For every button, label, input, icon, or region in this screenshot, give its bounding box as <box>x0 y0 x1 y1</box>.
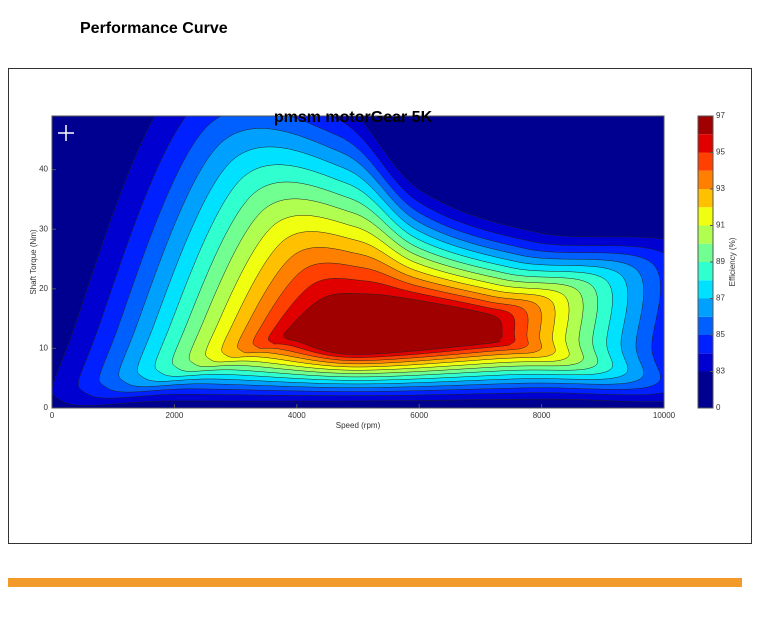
colorbar-band <box>698 335 713 354</box>
colorbar-band <box>698 262 713 281</box>
colorbar-band <box>698 298 713 317</box>
colorbar-tick-label: 97 <box>716 111 725 120</box>
x-tick-label: 10000 <box>653 411 676 420</box>
y-tick-label: 0 <box>44 403 49 412</box>
colorbar-tick-label: 87 <box>716 294 725 303</box>
colorbar-band <box>698 280 713 299</box>
colorbar-tick-label: 89 <box>716 257 725 266</box>
colorbar-tick-label: 95 <box>716 148 725 157</box>
colorbar-tick-label: 0 <box>716 403 721 412</box>
divider-bar <box>8 578 742 587</box>
colorbar-band <box>698 116 713 135</box>
chart-title: pmsm motorGear 5K <box>274 109 433 126</box>
x-tick-label: 0 <box>50 411 55 420</box>
y-tick-label: 20 <box>39 284 48 293</box>
x-axis-label: Speed (rpm) <box>336 421 381 430</box>
colorbar-tick-label: 85 <box>716 330 725 339</box>
colorbar-tick-label: 91 <box>716 221 725 230</box>
colorbar-band <box>698 170 713 189</box>
colorbar-tick-label: 93 <box>716 184 725 193</box>
colorbar-band <box>698 225 713 244</box>
y-tick-label: 10 <box>39 344 48 353</box>
colorbar-band <box>698 134 713 153</box>
x-tick-label: 8000 <box>533 411 551 420</box>
colorbar-band <box>698 353 713 372</box>
colorbar-band <box>698 371 713 408</box>
y-tick-label: 40 <box>39 165 48 174</box>
x-tick-label: 2000 <box>166 411 184 420</box>
x-tick-label: 4000 <box>288 411 306 420</box>
colorbar-tick-label: 83 <box>716 367 725 376</box>
page-title: Performance Curve <box>80 20 228 37</box>
colorbar-band <box>698 152 713 171</box>
y-tick-label: 30 <box>39 224 48 233</box>
colorbar-band <box>698 243 713 262</box>
colorbar-label: Efficiency (%) <box>728 237 737 286</box>
colorbar-band <box>698 316 713 335</box>
colorbar-band <box>698 189 713 208</box>
y-axis-label: Shaft Torque (Nm) <box>29 229 38 295</box>
colorbar-band <box>698 207 713 226</box>
contour-region <box>283 293 503 355</box>
crosshair-icon <box>58 125 74 141</box>
chart-frame <box>8 68 752 544</box>
x-tick-label: 6000 <box>410 411 428 420</box>
plot-border <box>51 115 665 409</box>
contour-area <box>52 116 664 408</box>
